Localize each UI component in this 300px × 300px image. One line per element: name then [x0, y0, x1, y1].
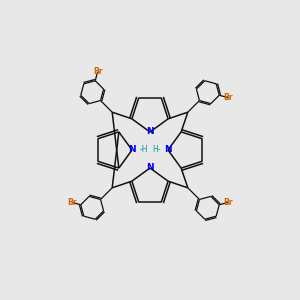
- Text: N: N: [146, 164, 154, 172]
- Text: Br: Br: [224, 93, 233, 102]
- Text: Br: Br: [93, 67, 102, 76]
- Text: H-: H-: [152, 146, 161, 154]
- Text: N: N: [164, 146, 172, 154]
- Text: N: N: [128, 146, 136, 154]
- Text: N: N: [146, 128, 154, 136]
- Text: Br: Br: [67, 198, 76, 207]
- Text: Br: Br: [224, 198, 233, 207]
- Text: -H: -H: [139, 146, 148, 154]
